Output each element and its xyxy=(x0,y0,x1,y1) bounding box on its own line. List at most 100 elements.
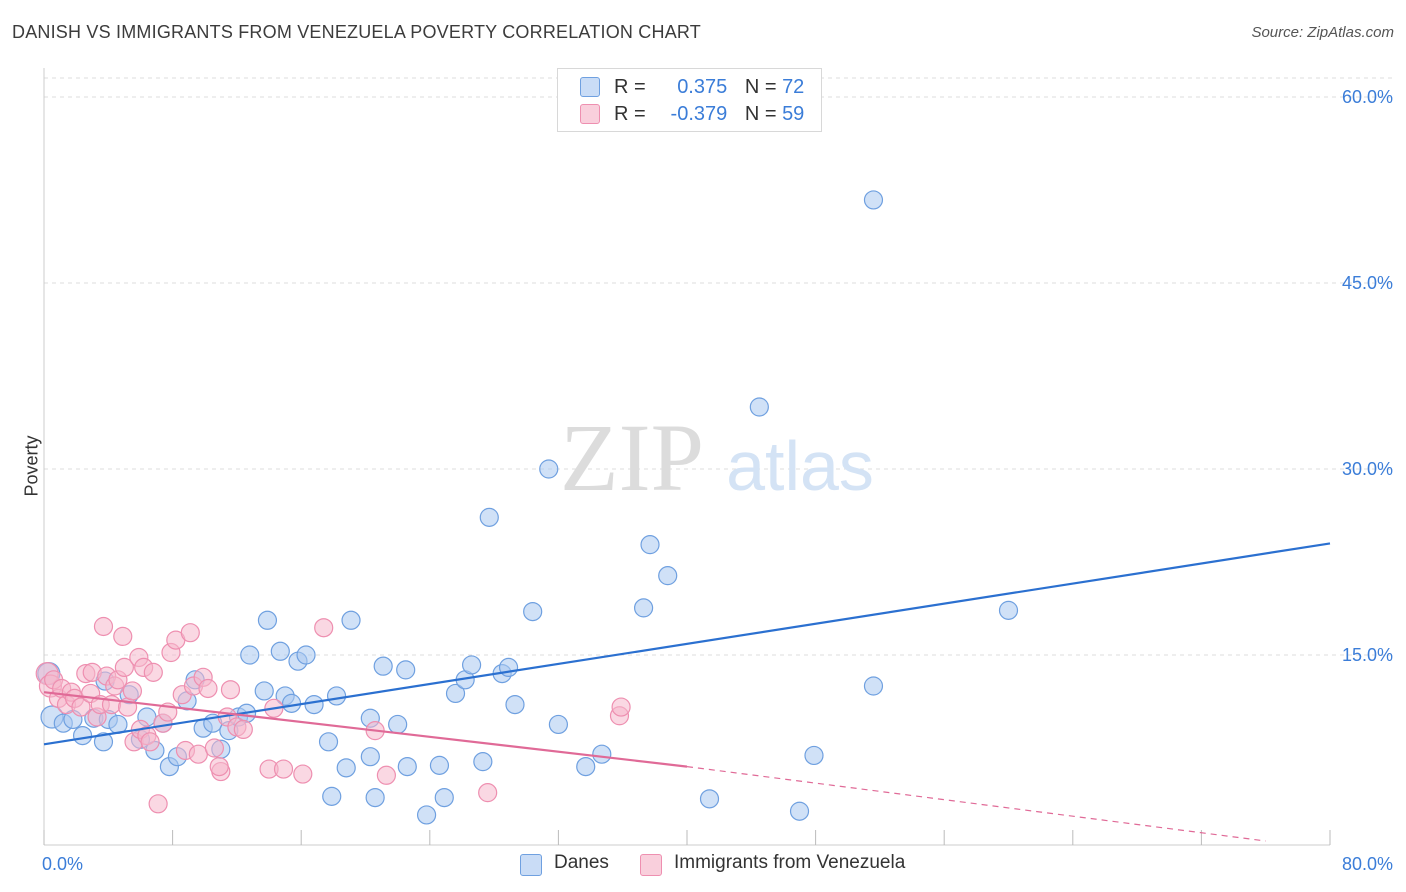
point-danes xyxy=(640,535,660,555)
point-danes xyxy=(322,786,342,806)
point-danes xyxy=(304,694,324,715)
point-venezuela xyxy=(376,765,396,785)
point-venezuela xyxy=(122,681,143,701)
point-danes xyxy=(445,683,466,704)
point-danes xyxy=(789,801,810,821)
legend-n-label: N = xyxy=(744,76,777,98)
trend-line-danes xyxy=(43,542,1331,746)
point-danes xyxy=(749,397,769,417)
watermark-zip: ZIP xyxy=(560,404,704,511)
point-danes xyxy=(360,747,380,767)
point-danes xyxy=(523,601,543,622)
point-danes xyxy=(257,610,278,630)
point-venezuela xyxy=(148,794,168,814)
point-danes xyxy=(326,686,347,706)
point-danes xyxy=(539,459,559,479)
legend-r-value: 0.375 xyxy=(677,76,728,98)
point-venezuela xyxy=(71,697,91,717)
legend-n-value: 72 xyxy=(782,76,805,98)
x-tick-label-min: 0.0% xyxy=(42,854,83,874)
point-danes xyxy=(473,752,493,772)
point-danes xyxy=(396,660,416,680)
legend-n-label: N = xyxy=(744,103,777,125)
point-danes xyxy=(373,656,393,676)
point-venezuela xyxy=(220,680,241,700)
point-danes xyxy=(240,645,260,665)
point-danes xyxy=(863,190,884,210)
point-venezuela xyxy=(478,783,498,803)
point-venezuela xyxy=(198,678,218,699)
chart-title: DANISH VS IMMIGRANTS FROM VENEZUELA POVE… xyxy=(12,22,701,42)
source-label: Source: ZipAtlas.com xyxy=(1251,24,1394,41)
point-danes xyxy=(365,787,385,808)
point-venezuela xyxy=(93,616,114,637)
y-tick-label: 15.0% xyxy=(1342,645,1393,665)
legend-n-value: 59 xyxy=(782,103,805,125)
point-venezuela xyxy=(273,759,294,779)
trend-lines xyxy=(43,542,1331,842)
point-danes xyxy=(434,787,454,808)
bottom-legend-swatch-danes xyxy=(520,854,542,876)
bottom-legend-label-danes: Danes xyxy=(554,852,609,873)
y-axis-label: Poverty xyxy=(21,435,42,497)
point-venezuela xyxy=(611,697,631,717)
point-danes xyxy=(576,756,596,777)
point-danes xyxy=(93,732,114,752)
gridlines xyxy=(44,77,1394,656)
series-points-danes xyxy=(37,190,1019,825)
series-points-venezuela xyxy=(35,616,631,814)
tick-labels: 15.0% 30.0% 45.0% 60.0% 0.0% 80.0% xyxy=(42,87,1393,874)
point-danes xyxy=(699,789,720,809)
watermark-atlas: atlas xyxy=(726,427,874,505)
point-danes xyxy=(998,600,1019,620)
correlation-legend: R = 0.375 N = 72 R = -0.379 N = 59 xyxy=(557,68,822,132)
point-danes xyxy=(254,681,274,701)
point-venezuela xyxy=(233,719,253,740)
trend-line-venezuela-extrapolated xyxy=(686,766,1266,842)
point-danes xyxy=(270,641,290,661)
y-tick-label: 60.0% xyxy=(1342,87,1393,107)
point-danes xyxy=(318,732,339,752)
point-danes xyxy=(592,744,612,764)
bottom-legend-swatch-venezuela xyxy=(640,854,662,876)
point-danes xyxy=(296,645,316,665)
legend-swatch-danes xyxy=(580,77,600,97)
point-venezuela xyxy=(209,756,229,777)
trend-line-venezuela xyxy=(43,691,688,768)
point-venezuela xyxy=(204,738,224,758)
legend-r-label: R = xyxy=(614,103,646,125)
point-danes xyxy=(416,805,437,825)
point-danes xyxy=(804,745,824,766)
point-danes xyxy=(548,714,569,735)
y-tick-label: 45.0% xyxy=(1342,273,1393,293)
legend-r-value: -0.379 xyxy=(670,103,728,125)
point-danes xyxy=(397,756,417,777)
watermark: ZIP atlas xyxy=(560,404,874,511)
point-danes xyxy=(336,758,356,778)
axes xyxy=(43,68,1331,846)
bottom-legend-label-venezuela: Immigrants from Venezuela xyxy=(674,852,906,873)
legend-r-label: R = xyxy=(614,76,646,98)
point-danes xyxy=(633,598,654,618)
point-danes xyxy=(658,566,678,586)
point-danes xyxy=(461,655,482,675)
point-venezuela xyxy=(140,732,160,752)
point-venezuela xyxy=(293,764,313,784)
point-danes xyxy=(341,610,361,630)
point-venezuela xyxy=(143,662,163,682)
y-tick-label: 30.0% xyxy=(1342,459,1393,479)
point-venezuela xyxy=(188,744,208,764)
point-danes xyxy=(505,694,525,715)
point-venezuela xyxy=(314,618,334,638)
point-danes xyxy=(429,755,450,775)
point-danes xyxy=(863,676,884,696)
point-venezuela xyxy=(180,623,200,643)
point-danes xyxy=(479,507,499,527)
point-danes xyxy=(72,725,93,746)
point-venezuela xyxy=(113,626,133,647)
point-venezuela xyxy=(114,657,134,678)
point-danes xyxy=(281,693,302,713)
legend-swatch-venezuela xyxy=(580,104,600,124)
point-danes xyxy=(388,714,408,735)
